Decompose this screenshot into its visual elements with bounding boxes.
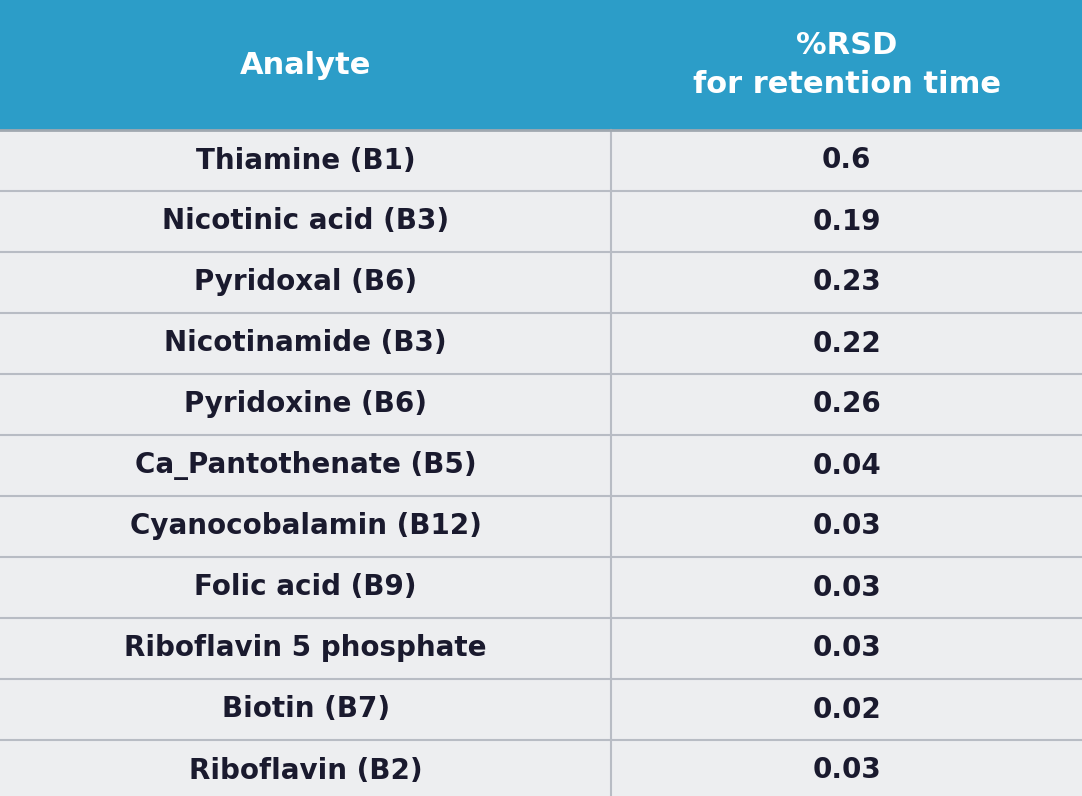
Text: Analyte: Analyte: [240, 50, 371, 80]
Bar: [0, 496, 1082, 557]
Text: Nicotinamide (B3): Nicotinamide (B3): [164, 330, 447, 357]
Bar: [0, 679, 1082, 740]
Text: 0.04: 0.04: [813, 451, 881, 479]
Bar: [0, 252, 1082, 313]
Text: 0.03: 0.03: [813, 756, 881, 785]
Text: Biotin (B7): Biotin (B7): [222, 696, 390, 724]
Text: Thiamine (B1): Thiamine (B1): [196, 146, 415, 174]
Text: Pyridoxal (B6): Pyridoxal (B6): [194, 268, 418, 296]
Text: 0.23: 0.23: [813, 268, 881, 296]
Text: Pyridoxine (B6): Pyridoxine (B6): [184, 391, 427, 419]
Text: 0.6: 0.6: [822, 146, 871, 174]
Bar: [0, 618, 1082, 679]
Text: 0.03: 0.03: [813, 513, 881, 540]
Bar: [0, 557, 1082, 618]
Bar: [0, 374, 1082, 435]
Text: 0.22: 0.22: [813, 330, 881, 357]
Text: 0.02: 0.02: [813, 696, 881, 724]
Bar: [0, 191, 1082, 252]
Bar: [0, 435, 1082, 496]
Bar: [0, 740, 1082, 796]
Text: Ca_Pantothenate (B5): Ca_Pantothenate (B5): [135, 451, 476, 480]
Text: %RSD
for retention time: %RSD for retention time: [692, 31, 1001, 99]
Text: Cyanocobalamin (B12): Cyanocobalamin (B12): [130, 513, 481, 540]
Text: 0.26: 0.26: [813, 391, 881, 419]
Text: Folic acid (B9): Folic acid (B9): [195, 573, 417, 602]
Text: 0.03: 0.03: [813, 634, 881, 662]
Bar: [0, 313, 1082, 374]
Bar: [0, 130, 1082, 191]
Text: 0.03: 0.03: [813, 573, 881, 602]
Text: Nicotinic acid (B3): Nicotinic acid (B3): [162, 208, 449, 236]
Text: 0.19: 0.19: [813, 208, 881, 236]
Bar: [0, 0, 1082, 130]
Text: Riboflavin 5 phosphate: Riboflavin 5 phosphate: [124, 634, 487, 662]
Text: Riboflavin (B2): Riboflavin (B2): [189, 756, 422, 785]
